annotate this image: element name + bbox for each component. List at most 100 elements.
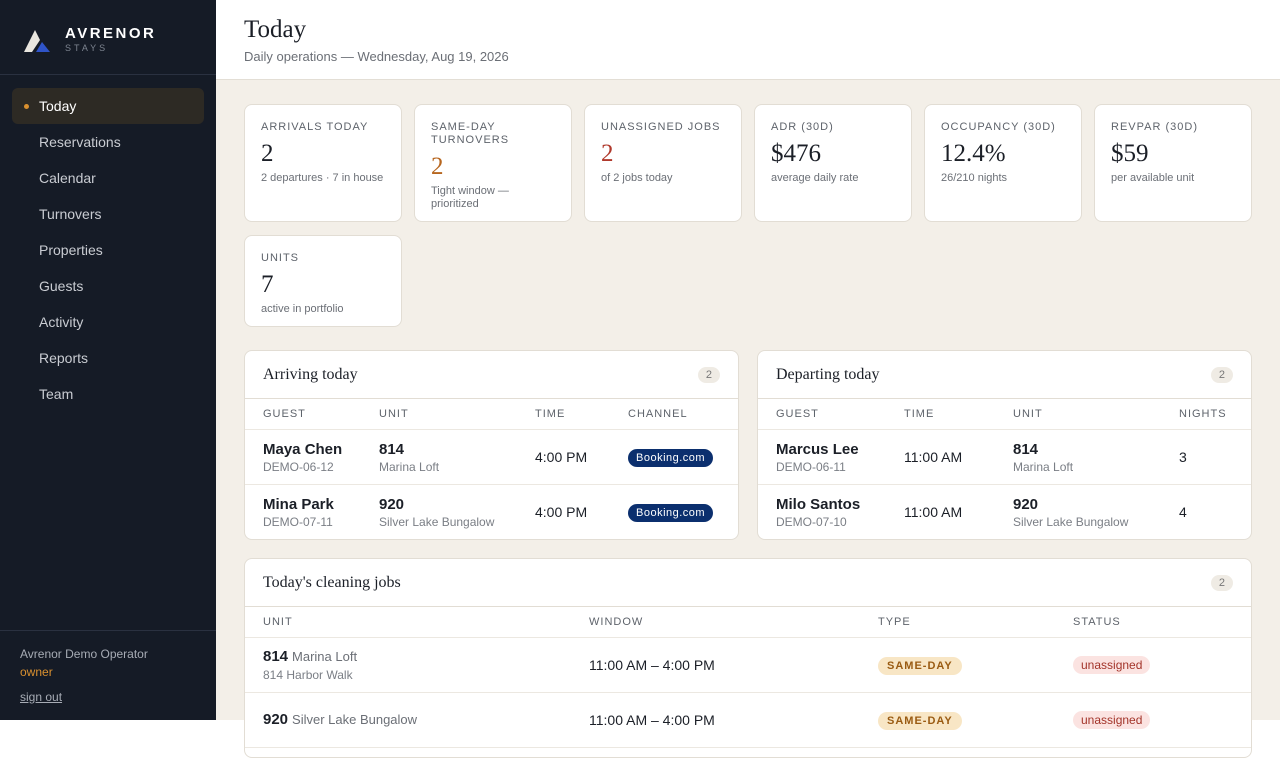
unit-main: 920	[1013, 495, 1039, 513]
unit-main: 814	[379, 440, 405, 458]
table-row[interactable]: Maya Chen DEMO-06-12 814 Marina Loft 4:00 PM…	[245, 430, 738, 485]
brand-tagline: STAYS	[65, 43, 109, 53]
time: 11:00 AM	[904, 449, 963, 465]
kpi-value: 2	[431, 153, 444, 180]
time: 11:00 AM	[904, 504, 963, 520]
column-label: GUEST	[263, 408, 306, 420]
table-row[interactable]: Mina Park DEMO-07-11 920 Silver Lake Bungal…	[245, 485, 738, 539]
kpi-label: UNASSIGNED JOBS	[601, 121, 721, 133]
unit: 920 Silver Lake Bungalow	[379, 496, 535, 529]
kpi-card: OCCUPANCY (30D) 12.4% 26/210 nights	[924, 104, 1082, 222]
unit: 920 Silver Lake Bungalow	[263, 711, 589, 729]
nights: 3	[1179, 449, 1187, 465]
guest: Maya Chen DEMO-06-12	[263, 441, 379, 474]
column-label: CHANNEL	[628, 408, 688, 420]
kpi-card: REVPAR (30D) $59 per available unit	[1094, 104, 1252, 222]
window: 11:00 AM – 4:00 PM	[589, 712, 715, 728]
kpi-label: ADR (30D)	[771, 121, 834, 133]
unit-main: 814	[1013, 440, 1039, 458]
divider	[0, 74, 216, 75]
unit: 814 Marina Loft	[1013, 441, 1179, 474]
guest: Mina Park DEMO-07-11	[263, 496, 379, 529]
panel-header: Departing today 2	[758, 351, 1251, 399]
logo	[24, 30, 50, 52]
nav-item[interactable]: Reports	[39, 350, 89, 366]
column-label: UNIT	[263, 616, 293, 628]
panel-header: Arriving today 2	[245, 351, 738, 399]
guest-main: Milo Santos	[776, 495, 861, 513]
kpi-grid: ARRIVALS TODAY 2 2 departures · 7 in house…	[244, 104, 1252, 327]
nav: Today Reservations Calendar Turnovers Proper…	[12, 88, 204, 412]
unit-sub: Marina Loft	[1013, 459, 1074, 474]
column-label: WINDOW	[589, 616, 644, 628]
cleaning-panel: Today's cleaning jobs 2 UNIT WINDOW TYPE STAT…	[244, 558, 1252, 758]
nav-item[interactable]: Guests	[39, 278, 84, 294]
column-label: TIME	[904, 408, 935, 420]
channel-cell: Booking.com	[628, 448, 738, 467]
job-type: SAME-DAY	[878, 656, 962, 675]
kpi-value: $476	[771, 140, 821, 167]
kpi-note: Tight window — prioritized	[431, 185, 509, 210]
kpi-label: REVPAR (30D)	[1111, 121, 1198, 133]
nav-item[interactable]: Properties	[39, 242, 103, 258]
job-status-cell: unassigned	[1073, 711, 1251, 729]
panel-title: Today's cleaning jobs	[263, 573, 401, 591]
kpi-value: 7	[261, 271, 274, 298]
main: Today Daily operations — Wednesday, Aug …	[216, 0, 1280, 758]
unit-address: 814 Harbor Walk	[263, 668, 353, 682]
kpi-value: 2	[261, 140, 274, 167]
job-type-cell: SAME-DAY	[878, 656, 1073, 675]
table-row[interactable]: Milo Santos DEMO-07-10 11:00 AM 920 Silver L…	[758, 485, 1251, 539]
nav-item[interactable]: Reservations	[39, 134, 121, 150]
window: 11:00 AM – 4:00 PM	[589, 657, 715, 673]
unit: 920 Silver Lake Bungalow	[1013, 496, 1179, 529]
kpi-label: ARRIVALS TODAY	[261, 121, 369, 133]
nav-item[interactable]: Turnovers	[39, 206, 102, 222]
unit: 814 Marina Loft	[379, 441, 535, 474]
unit-sub: Marina Loft	[379, 459, 440, 474]
job-status-cell: unassigned	[1073, 656, 1251, 674]
nav-item[interactable]: Activity	[39, 314, 84, 330]
table-row[interactable]: Marcus Lee DEMO-06-11 11:00 AM 814 Marina Lo…	[758, 430, 1251, 485]
time: 4:00 PM	[535, 504, 588, 520]
page-subtitle: Daily operations — Wednesday, Aug 19, 20…	[244, 49, 509, 64]
nav-item[interactable]: Team	[39, 386, 74, 402]
job-status: unassigned	[1073, 656, 1151, 674]
table-row[interactable]: 814 Marina Loft 814 Harbor Walk 11:00 AM – …	[245, 638, 1251, 693]
kpi-card: ARRIVALS TODAY 2 2 departures · 7 in house	[244, 104, 402, 222]
kpi-note: per available unit	[1111, 172, 1195, 184]
column-header: GUEST UNIT TIME CHANNEL	[245, 399, 738, 430]
nav-item[interactable]: Calendar	[39, 170, 96, 186]
kpi-card: UNASSIGNED JOBS 2 of 2 jobs today	[584, 104, 742, 222]
guest: Marcus Lee DEMO-06-11	[776, 441, 904, 474]
sign-out[interactable]: sign out	[20, 690, 63, 704]
unit-sub: Silver Lake Bungalow	[379, 514, 495, 529]
user-role: owner	[20, 665, 53, 679]
panel-title: Arriving today	[263, 365, 358, 383]
header: Today Daily operations — Wednesday, Aug …	[216, 0, 1280, 80]
nights: 4	[1179, 504, 1187, 520]
channel: Booking.com	[628, 503, 714, 522]
unit-number: 814	[263, 648, 289, 665]
guest-main: Marcus Lee	[776, 440, 859, 458]
column-label: UNIT	[1013, 408, 1043, 420]
column-label: GUEST	[776, 408, 819, 420]
job-status: unassigned	[1073, 711, 1151, 729]
column-label: STATUS	[1073, 616, 1121, 628]
column-label: TIME	[535, 408, 566, 420]
column-label: NIGHTS	[1179, 408, 1227, 420]
kpi-card: SAME-DAY TURNOVERS 2 Tight window — priori…	[414, 104, 572, 222]
job-type-cell: SAME-DAY	[878, 711, 1073, 730]
guest-sub: DEMO-07-11	[263, 514, 333, 529]
guest-main: Maya Chen	[263, 440, 343, 458]
nav-item[interactable]: Today	[12, 88, 204, 124]
unit-line: 814 Marina Loft	[263, 648, 589, 666]
page-title: Today	[244, 16, 307, 43]
kpi-note: active in portfolio	[261, 303, 344, 315]
column-header: GUEST TIME UNIT NIGHTS	[758, 399, 1251, 430]
departing-panel: Departing today 2 GUEST TIME UNIT NIGHTS Marcu…	[757, 350, 1252, 540]
table-row[interactable]: 920 Silver Lake Bungalow 11:00 AM – 4:00 P…	[245, 693, 1251, 748]
channel-cell: Booking.com	[628, 503, 738, 522]
time: 4:00 PM	[535, 449, 588, 465]
